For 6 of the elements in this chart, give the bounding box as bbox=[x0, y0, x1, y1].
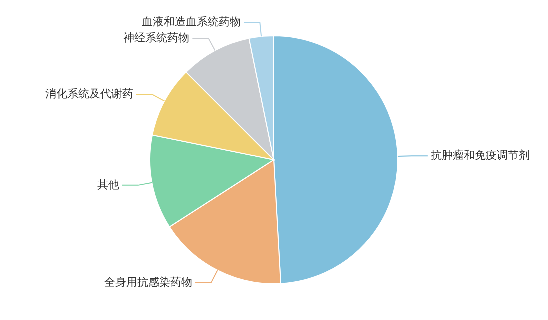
slice-label: 全身用抗感染药物 bbox=[104, 276, 192, 289]
slice-label: 抗肿瘤和免疫调节剂 bbox=[430, 149, 530, 162]
slice-label: 消化系统及代谢药 bbox=[45, 88, 134, 101]
slice-label: 血液和造血系统药物 bbox=[142, 16, 242, 29]
slice-label: 神经系统药物 bbox=[124, 31, 190, 44]
slice-label: 其他 bbox=[97, 178, 120, 192]
